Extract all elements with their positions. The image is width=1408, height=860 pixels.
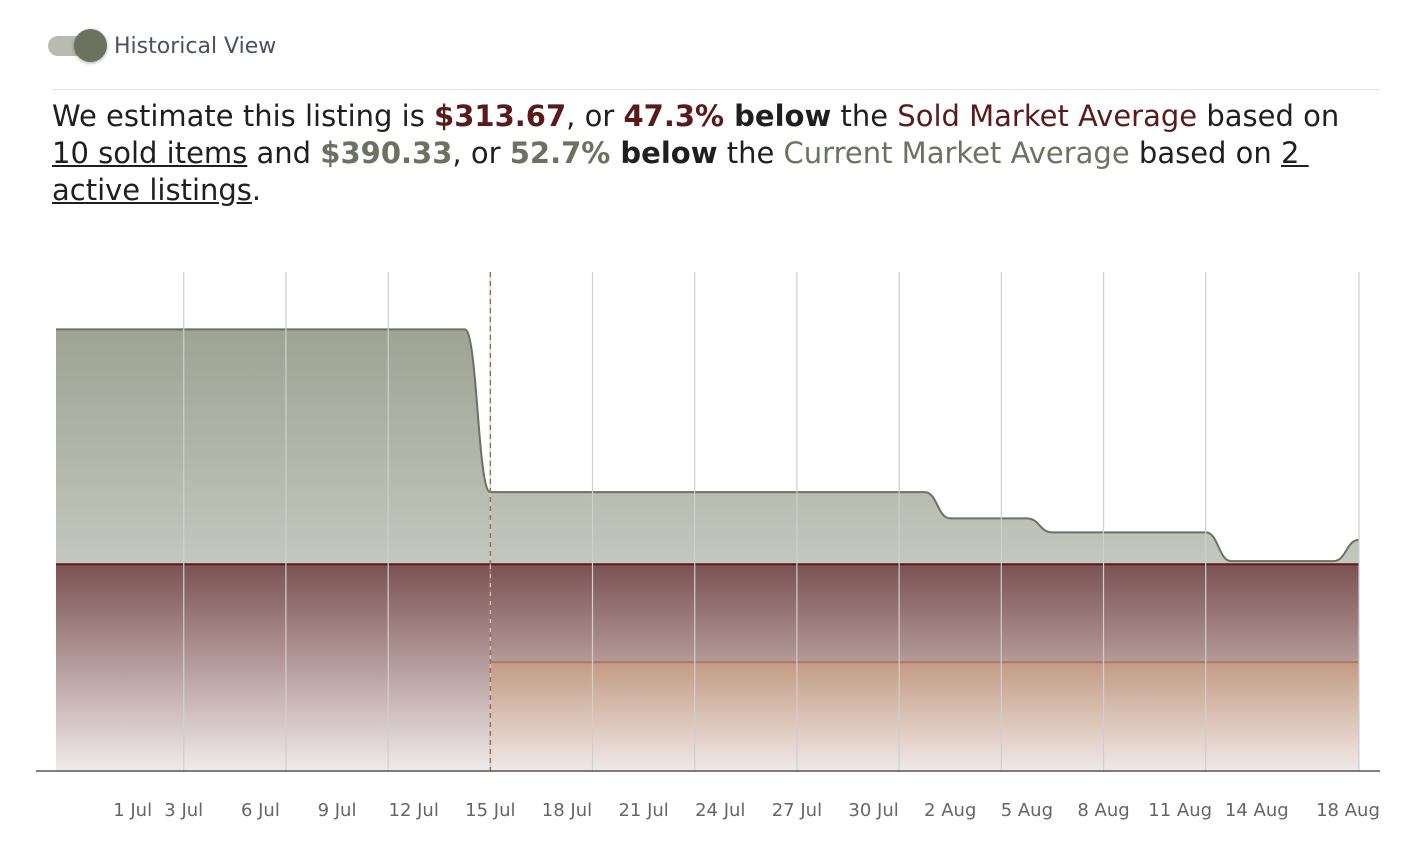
summary-link[interactable]: 2 active listings [52, 136, 1309, 207]
toggle-knob [74, 29, 107, 62]
summary-text: 47.3% [623, 99, 725, 133]
separator [52, 89, 1380, 90]
summary-text: Current Market Average [783, 136, 1130, 170]
summary-text: and [247, 136, 321, 170]
lines [56, 328, 1360, 664]
toggle-track [48, 29, 107, 62]
x-tick-label: 24 Jul [695, 800, 745, 821]
historical-toggle[interactable]: Historical View [48, 28, 276, 64]
summary-text: based on [1197, 99, 1349, 133]
x-tick-label: 27 Jul [772, 800, 822, 821]
area [490, 662, 1359, 771]
x-tick-label: 14 Aug [1225, 800, 1289, 821]
x-tick-label: 9 Jul [318, 800, 357, 821]
areas [56, 329, 1359, 771]
x-tick-label: 2 Aug [924, 800, 976, 821]
summary-text: , or [452, 136, 510, 170]
summary-text: . [251, 173, 262, 207]
x-tick-label: 1 Jul [113, 800, 152, 821]
x-tick-label: 8 Aug [1077, 800, 1129, 821]
x-tick-label: 5 Aug [1001, 800, 1053, 821]
summary-text: below [610, 136, 718, 170]
summary-text: Sold Market Average [897, 99, 1198, 133]
x-tick-label: 3 Jul [164, 800, 203, 821]
summary-text: below [724, 99, 832, 133]
x-tick-label: 12 Jul [389, 800, 439, 821]
x-tick-label: 15 Jul [465, 800, 515, 821]
summary-text: , or [566, 99, 624, 133]
toggle-label: Historical View [114, 33, 277, 59]
summary-text: based on [1129, 136, 1282, 170]
summary-text: 52.7% [509, 136, 611, 170]
x-tick-label: 6 Jul [241, 800, 280, 821]
x-tick-label: 30 Jul [848, 800, 898, 821]
line [56, 328, 1360, 563]
summary-text: We estimate this listing is [52, 99, 435, 133]
x-tick-label: 18 Aug [1316, 800, 1380, 821]
summary-text: $390.33 [320, 136, 453, 170]
summary-link[interactable]: 10 sold items [52, 136, 248, 170]
summary-text: the [831, 99, 898, 133]
x-tick-label: 21 Jul [618, 800, 668, 821]
grid [183, 272, 1360, 771]
x-tick-label: 18 Jul [542, 800, 592, 821]
summary-text: the [717, 136, 784, 170]
summary: We estimate this listing is $313.67, or … [52, 98, 1372, 209]
summary-text: $313.67 [434, 99, 567, 133]
x-tick-label: 11 Aug [1148, 800, 1212, 821]
